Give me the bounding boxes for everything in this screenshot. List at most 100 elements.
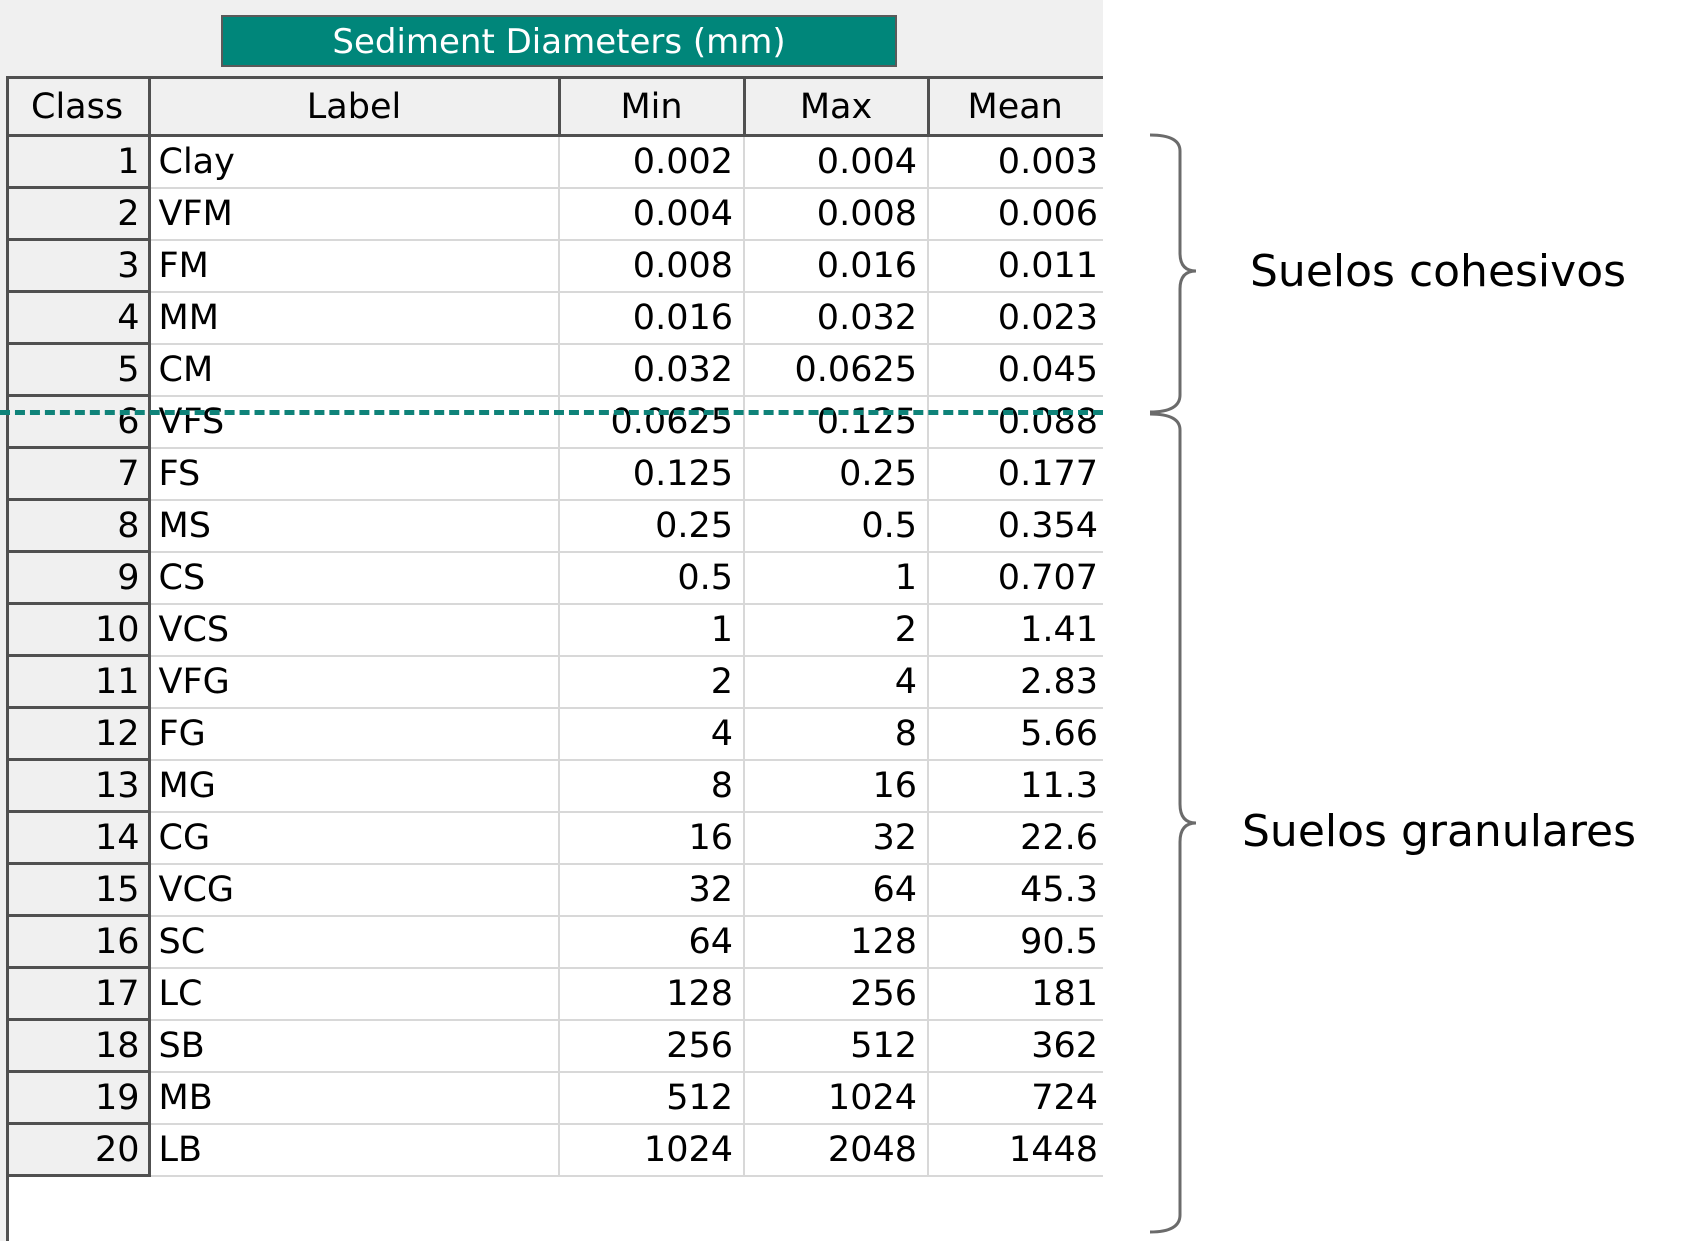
- column-header-class[interactable]: Class: [9, 79, 151, 137]
- row-label-cell[interactable]: LC: [149, 967, 560, 1021]
- row-min-cell[interactable]: 0.25: [559, 499, 745, 553]
- table-row[interactable]: 18 SB 256 512 362: [9, 1019, 1103, 1073]
- table-row[interactable]: 20 LB 1024 2048 1448: [9, 1123, 1103, 1177]
- sediment-classes-table[interactable]: Class Label Min Max Mean 1 Clay 0.002 0.004…: [6, 76, 1103, 1241]
- row-mean-cell[interactable]: 45.3: [928, 863, 1103, 917]
- table-row[interactable]: 7 FS 0.125 0.25 0.177: [9, 447, 1103, 501]
- row-mean-cell[interactable]: 0.003: [928, 135, 1103, 189]
- row-mean-cell[interactable]: 1.41: [928, 603, 1103, 657]
- row-class-cell[interactable]: 14: [9, 811, 151, 865]
- row-label-cell[interactable]: VFM: [149, 187, 560, 241]
- row-class-cell[interactable]: 1: [9, 135, 151, 189]
- row-label-cell[interactable]: MS: [149, 499, 560, 553]
- row-min-cell[interactable]: 64: [559, 915, 745, 969]
- row-min-cell[interactable]: 0.004: [559, 187, 745, 241]
- column-header-label[interactable]: Label: [149, 79, 561, 137]
- row-label-cell[interactable]: VFS: [149, 395, 560, 449]
- row-class-cell[interactable]: 3: [9, 239, 151, 293]
- row-mean-cell[interactable]: 0.011: [928, 239, 1103, 293]
- row-min-cell[interactable]: 0.0625: [559, 395, 745, 449]
- row-max-cell[interactable]: 2048: [744, 1123, 929, 1177]
- row-max-cell[interactable]: 0.5: [744, 499, 929, 553]
- row-class-cell[interactable]: 11: [9, 655, 151, 709]
- table-row[interactable]: 15 VCG 32 64 45.3: [9, 863, 1103, 917]
- row-class-cell[interactable]: 18: [9, 1019, 151, 1073]
- row-label-cell[interactable]: CG: [149, 811, 560, 865]
- table-row[interactable]: 9 CS 0.5 1 0.707: [9, 551, 1103, 605]
- row-class-cell[interactable]: 16: [9, 915, 151, 969]
- row-label-cell[interactable]: SC: [149, 915, 560, 969]
- table-row[interactable]: 8 MS 0.25 0.5 0.354: [9, 499, 1103, 553]
- row-mean-cell[interactable]: 22.6: [928, 811, 1103, 865]
- row-class-cell[interactable]: 17: [9, 967, 151, 1021]
- row-label-cell[interactable]: MB: [149, 1071, 560, 1125]
- row-class-cell[interactable]: 7: [9, 447, 151, 501]
- row-class-cell[interactable]: 19: [9, 1071, 151, 1125]
- row-mean-cell[interactable]: 0.088: [928, 395, 1103, 449]
- row-mean-cell[interactable]: 2.83: [928, 655, 1103, 709]
- row-mean-cell[interactable]: 5.66: [928, 707, 1103, 761]
- column-header-min[interactable]: Min: [559, 79, 746, 137]
- table-row[interactable]: 6 VFS 0.0625 0.125 0.088: [9, 395, 1103, 449]
- row-min-cell[interactable]: 32: [559, 863, 745, 917]
- row-max-cell[interactable]: 128: [744, 915, 929, 969]
- row-max-cell[interactable]: 32: [744, 811, 929, 865]
- row-max-cell[interactable]: 0.125: [744, 395, 929, 449]
- row-class-cell[interactable]: 8: [9, 499, 151, 553]
- row-mean-cell[interactable]: 90.5: [928, 915, 1103, 969]
- row-label-cell[interactable]: VCG: [149, 863, 560, 917]
- row-label-cell[interactable]: FS: [149, 447, 560, 501]
- row-max-cell[interactable]: 256: [744, 967, 929, 1021]
- row-label-cell[interactable]: CM: [149, 343, 560, 397]
- row-class-cell[interactable]: 12: [9, 707, 151, 761]
- row-max-cell[interactable]: 64: [744, 863, 929, 917]
- row-mean-cell[interactable]: 724: [928, 1071, 1103, 1125]
- row-min-cell[interactable]: 1024: [559, 1123, 745, 1177]
- row-label-cell[interactable]: VCS: [149, 603, 560, 657]
- table-row[interactable]: 12 FG 4 8 5.66: [9, 707, 1103, 761]
- column-header-max[interactable]: Max: [744, 79, 930, 137]
- table-row[interactable]: 1 Clay 0.002 0.004 0.003: [9, 135, 1103, 189]
- row-min-cell[interactable]: 0.5: [559, 551, 745, 605]
- row-label-cell[interactable]: CS: [149, 551, 560, 605]
- row-class-cell[interactable]: 2: [9, 187, 151, 241]
- row-class-cell[interactable]: 13: [9, 759, 151, 813]
- row-max-cell[interactable]: 2: [744, 603, 929, 657]
- row-min-cell[interactable]: 512: [559, 1071, 745, 1125]
- table-row[interactable]: 2 VFM 0.004 0.008 0.006: [9, 187, 1103, 241]
- table-row[interactable]: 14 CG 16 32 22.6: [9, 811, 1103, 865]
- row-mean-cell[interactable]: 1448: [928, 1123, 1103, 1177]
- row-min-cell[interactable]: 1: [559, 603, 745, 657]
- row-mean-cell[interactable]: 181: [928, 967, 1103, 1021]
- row-label-cell[interactable]: MM: [149, 291, 560, 345]
- row-mean-cell[interactable]: 0.354: [928, 499, 1103, 553]
- table-row[interactable]: 13 MG 8 16 11.3: [9, 759, 1103, 813]
- table-row[interactable]: 10 VCS 1 2 1.41: [9, 603, 1103, 657]
- row-mean-cell[interactable]: 362: [928, 1019, 1103, 1073]
- row-min-cell[interactable]: 0.008: [559, 239, 745, 293]
- row-min-cell[interactable]: 0.125: [559, 447, 745, 501]
- row-label-cell[interactable]: LB: [149, 1123, 560, 1177]
- row-class-cell[interactable]: 5: [9, 343, 151, 397]
- row-min-cell[interactable]: 2: [559, 655, 745, 709]
- row-mean-cell[interactable]: 0.023: [928, 291, 1103, 345]
- row-max-cell[interactable]: 0.004: [744, 135, 929, 189]
- table-row[interactable]: 19 MB 512 1024 724: [9, 1071, 1103, 1125]
- row-max-cell[interactable]: 0.032: [744, 291, 929, 345]
- row-min-cell[interactable]: 16: [559, 811, 745, 865]
- row-class-cell[interactable]: 15: [9, 863, 151, 917]
- row-mean-cell[interactable]: 0.045: [928, 343, 1103, 397]
- row-class-cell[interactable]: 6: [9, 395, 151, 449]
- row-mean-cell[interactable]: 0.177: [928, 447, 1103, 501]
- row-min-cell[interactable]: 8: [559, 759, 745, 813]
- table-row[interactable]: 17 LC 128 256 181: [9, 967, 1103, 1021]
- row-label-cell[interactable]: MG: [149, 759, 560, 813]
- row-mean-cell[interactable]: 0.006: [928, 187, 1103, 241]
- row-max-cell[interactable]: 512: [744, 1019, 929, 1073]
- table-row[interactable]: 16 SC 64 128 90.5: [9, 915, 1103, 969]
- row-class-cell[interactable]: 9: [9, 551, 151, 605]
- row-max-cell[interactable]: 0.008: [744, 187, 929, 241]
- row-max-cell[interactable]: 0.0625: [744, 343, 929, 397]
- table-row[interactable]: 5 CM 0.032 0.0625 0.045: [9, 343, 1103, 397]
- row-label-cell[interactable]: FM: [149, 239, 560, 293]
